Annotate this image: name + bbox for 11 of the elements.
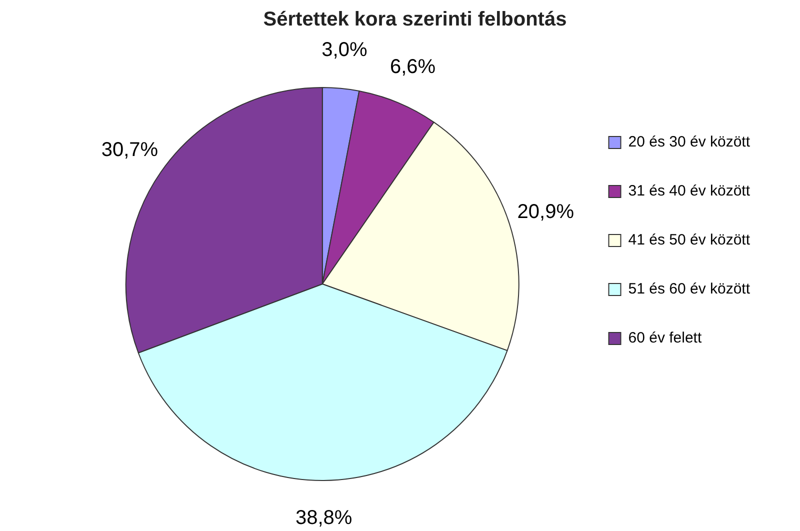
legend-label: 51 és 60 év között [628,280,751,298]
data-label: 20,9% [517,200,574,223]
data-label: 38,8% [295,507,352,530]
legend-label: 60 év felett [628,330,702,347]
data-label: 30,7% [101,138,158,161]
legend-label: 20 és 30 év között [628,134,751,151]
legend-label: 31 és 40 év között [628,182,751,200]
chart-title: Sértettek kora szerinti felbontás [263,8,567,31]
legend-label: 41 és 50 év között [628,232,751,249]
data-label: 6,6% [390,56,436,78]
data-label: 3,0% [322,39,368,62]
